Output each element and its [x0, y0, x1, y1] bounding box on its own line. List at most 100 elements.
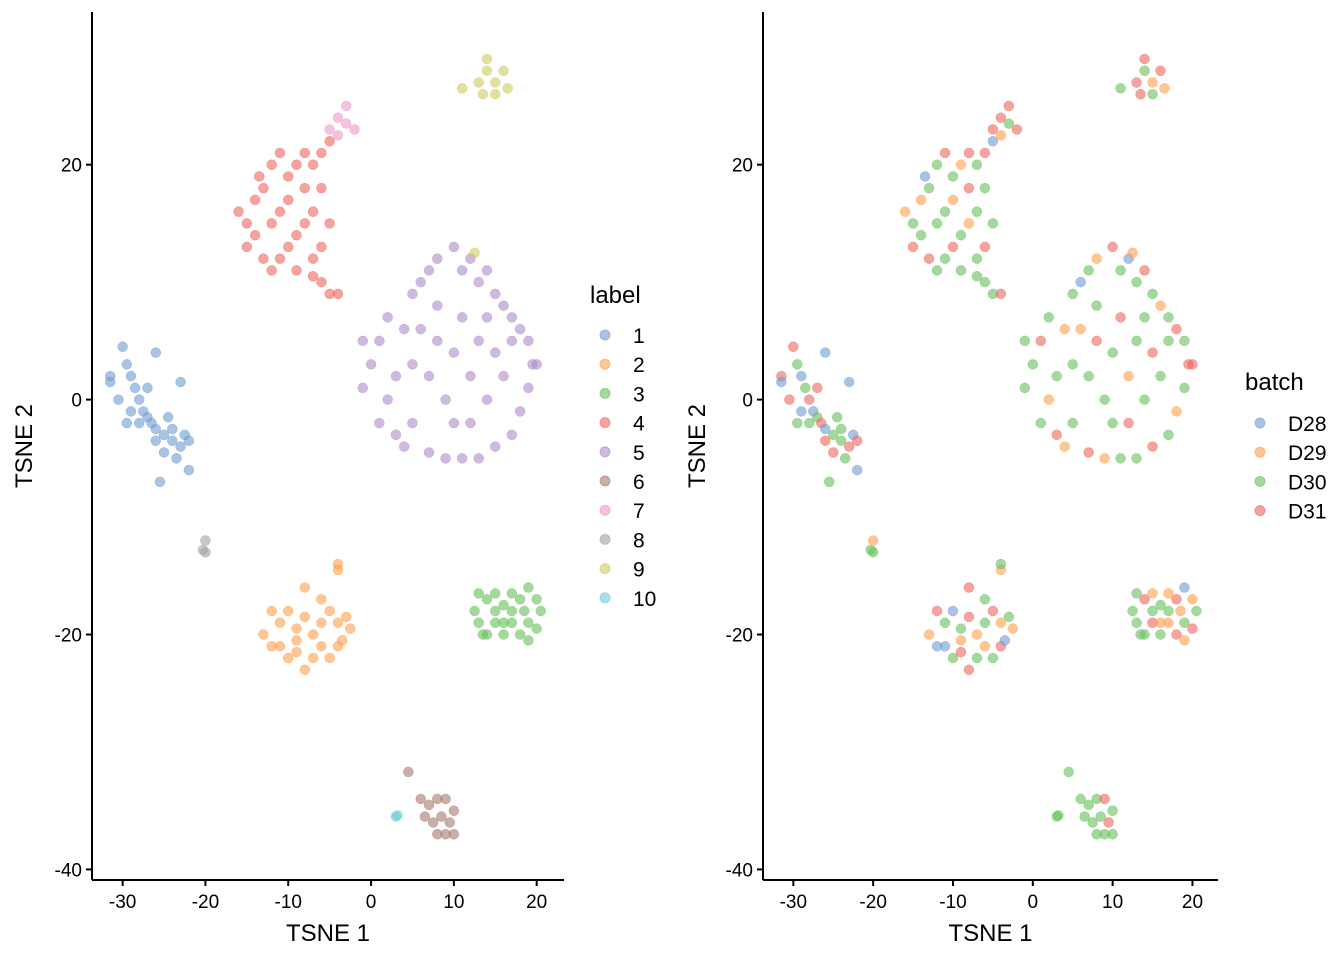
data-point: [340, 118, 352, 129]
legend-label: 6: [633, 471, 645, 494]
y-tick-label: -40: [726, 860, 753, 881]
legend-label: 7: [633, 500, 645, 523]
data-point: [979, 594, 991, 605]
data-point: [531, 359, 542, 370]
data-point: [835, 423, 847, 435]
legend-key: [1254, 446, 1266, 458]
data-point: [843, 441, 855, 452]
data-point: [473, 617, 484, 629]
data-point: [299, 664, 311, 676]
data-point: [324, 135, 335, 147]
data-point: [448, 805, 460, 816]
data-point: [150, 423, 162, 435]
data-point: [820, 423, 831, 435]
data-point: [200, 535, 211, 546]
data-point: [1147, 441, 1158, 452]
legend-key: [599, 329, 611, 341]
legend-label: D31: [1288, 501, 1327, 524]
data-point: [1107, 417, 1118, 429]
data-point: [523, 335, 534, 347]
data-point: [523, 582, 534, 593]
data-point: [1019, 382, 1031, 394]
data-point: [1035, 417, 1047, 429]
label-panel: -30 -20 -10 0 10 20 -40 -20 0 20 TSNE 1 TSNE 2 label…: [11, 12, 656, 947]
data-point: [336, 635, 348, 646]
legend-label: 8: [633, 529, 645, 552]
data-point: [995, 617, 1007, 629]
data-point: [963, 218, 975, 229]
data-point: [915, 229, 927, 241]
data-point: [1155, 617, 1166, 629]
data-point: [995, 130, 1007, 141]
legend: label 1 2 3 4 5 6 7 8 9 10: [590, 282, 656, 611]
data-point: [939, 147, 951, 159]
data-point: [1147, 347, 1158, 358]
data-point: [125, 406, 137, 417]
data-point: [1091, 335, 1102, 347]
data-point: [291, 646, 302, 658]
data-point: [839, 453, 851, 464]
data-point: [1147, 77, 1158, 88]
data-point: [955, 646, 967, 658]
data-point: [1179, 635, 1190, 646]
legend-key: [1254, 475, 1266, 487]
data-point: [963, 147, 975, 159]
data-point: [523, 635, 534, 646]
data-point: [104, 376, 116, 388]
data-point: [490, 347, 501, 358]
data-point: [827, 429, 839, 441]
data-point: [150, 347, 162, 358]
data-point: [473, 453, 484, 464]
data-point: [535, 605, 547, 617]
data-point: [1139, 65, 1150, 76]
legend-label: 1: [633, 325, 645, 348]
data-point: [915, 194, 927, 206]
data-point: [258, 629, 269, 640]
data-point: [804, 417, 815, 429]
data-point: [415, 323, 426, 335]
data-point: [299, 582, 311, 593]
data-point: [1147, 88, 1158, 100]
data-point: [150, 435, 162, 446]
data-point: [498, 629, 509, 640]
data-point: [374, 417, 385, 429]
data-point: [1187, 594, 1198, 605]
data-point: [473, 335, 484, 347]
data-point: [498, 617, 509, 629]
data-point: [831, 411, 843, 423]
data-point: [473, 276, 484, 288]
x-tick-label: 10: [443, 892, 464, 913]
x-tick-label: 0: [1028, 892, 1039, 913]
data-point: [1107, 805, 1118, 816]
data-point: [316, 241, 327, 253]
data-point: [283, 171, 294, 182]
data-point: [175, 376, 186, 388]
data-point: [1127, 247, 1138, 259]
data-point: [133, 394, 145, 405]
data-point: [332, 112, 344, 123]
y-tick-label: 0: [71, 391, 82, 412]
data-point: [340, 611, 352, 623]
data-point: [923, 253, 935, 264]
data-point: [423, 265, 435, 276]
legend-key: [599, 533, 611, 545]
data-point: [947, 605, 959, 617]
data-point: [1163, 312, 1174, 323]
data-point: [987, 124, 999, 135]
data-point: [332, 617, 344, 629]
data-point: [1003, 611, 1015, 623]
data-point: [1083, 265, 1094, 276]
data-point: [1131, 588, 1142, 599]
data-point: [1011, 124, 1023, 135]
legend-label: 10: [633, 588, 656, 611]
data-point: [1035, 335, 1047, 347]
data-point: [113, 394, 124, 405]
data-point: [963, 611, 975, 623]
data-point: [490, 605, 501, 617]
data-point: [1179, 382, 1190, 394]
legend-label: D29: [1288, 442, 1327, 465]
x-tick-label: 10: [1102, 892, 1123, 913]
data-point: [1131, 617, 1142, 629]
data-point: [979, 182, 991, 194]
data-point: [963, 582, 975, 593]
